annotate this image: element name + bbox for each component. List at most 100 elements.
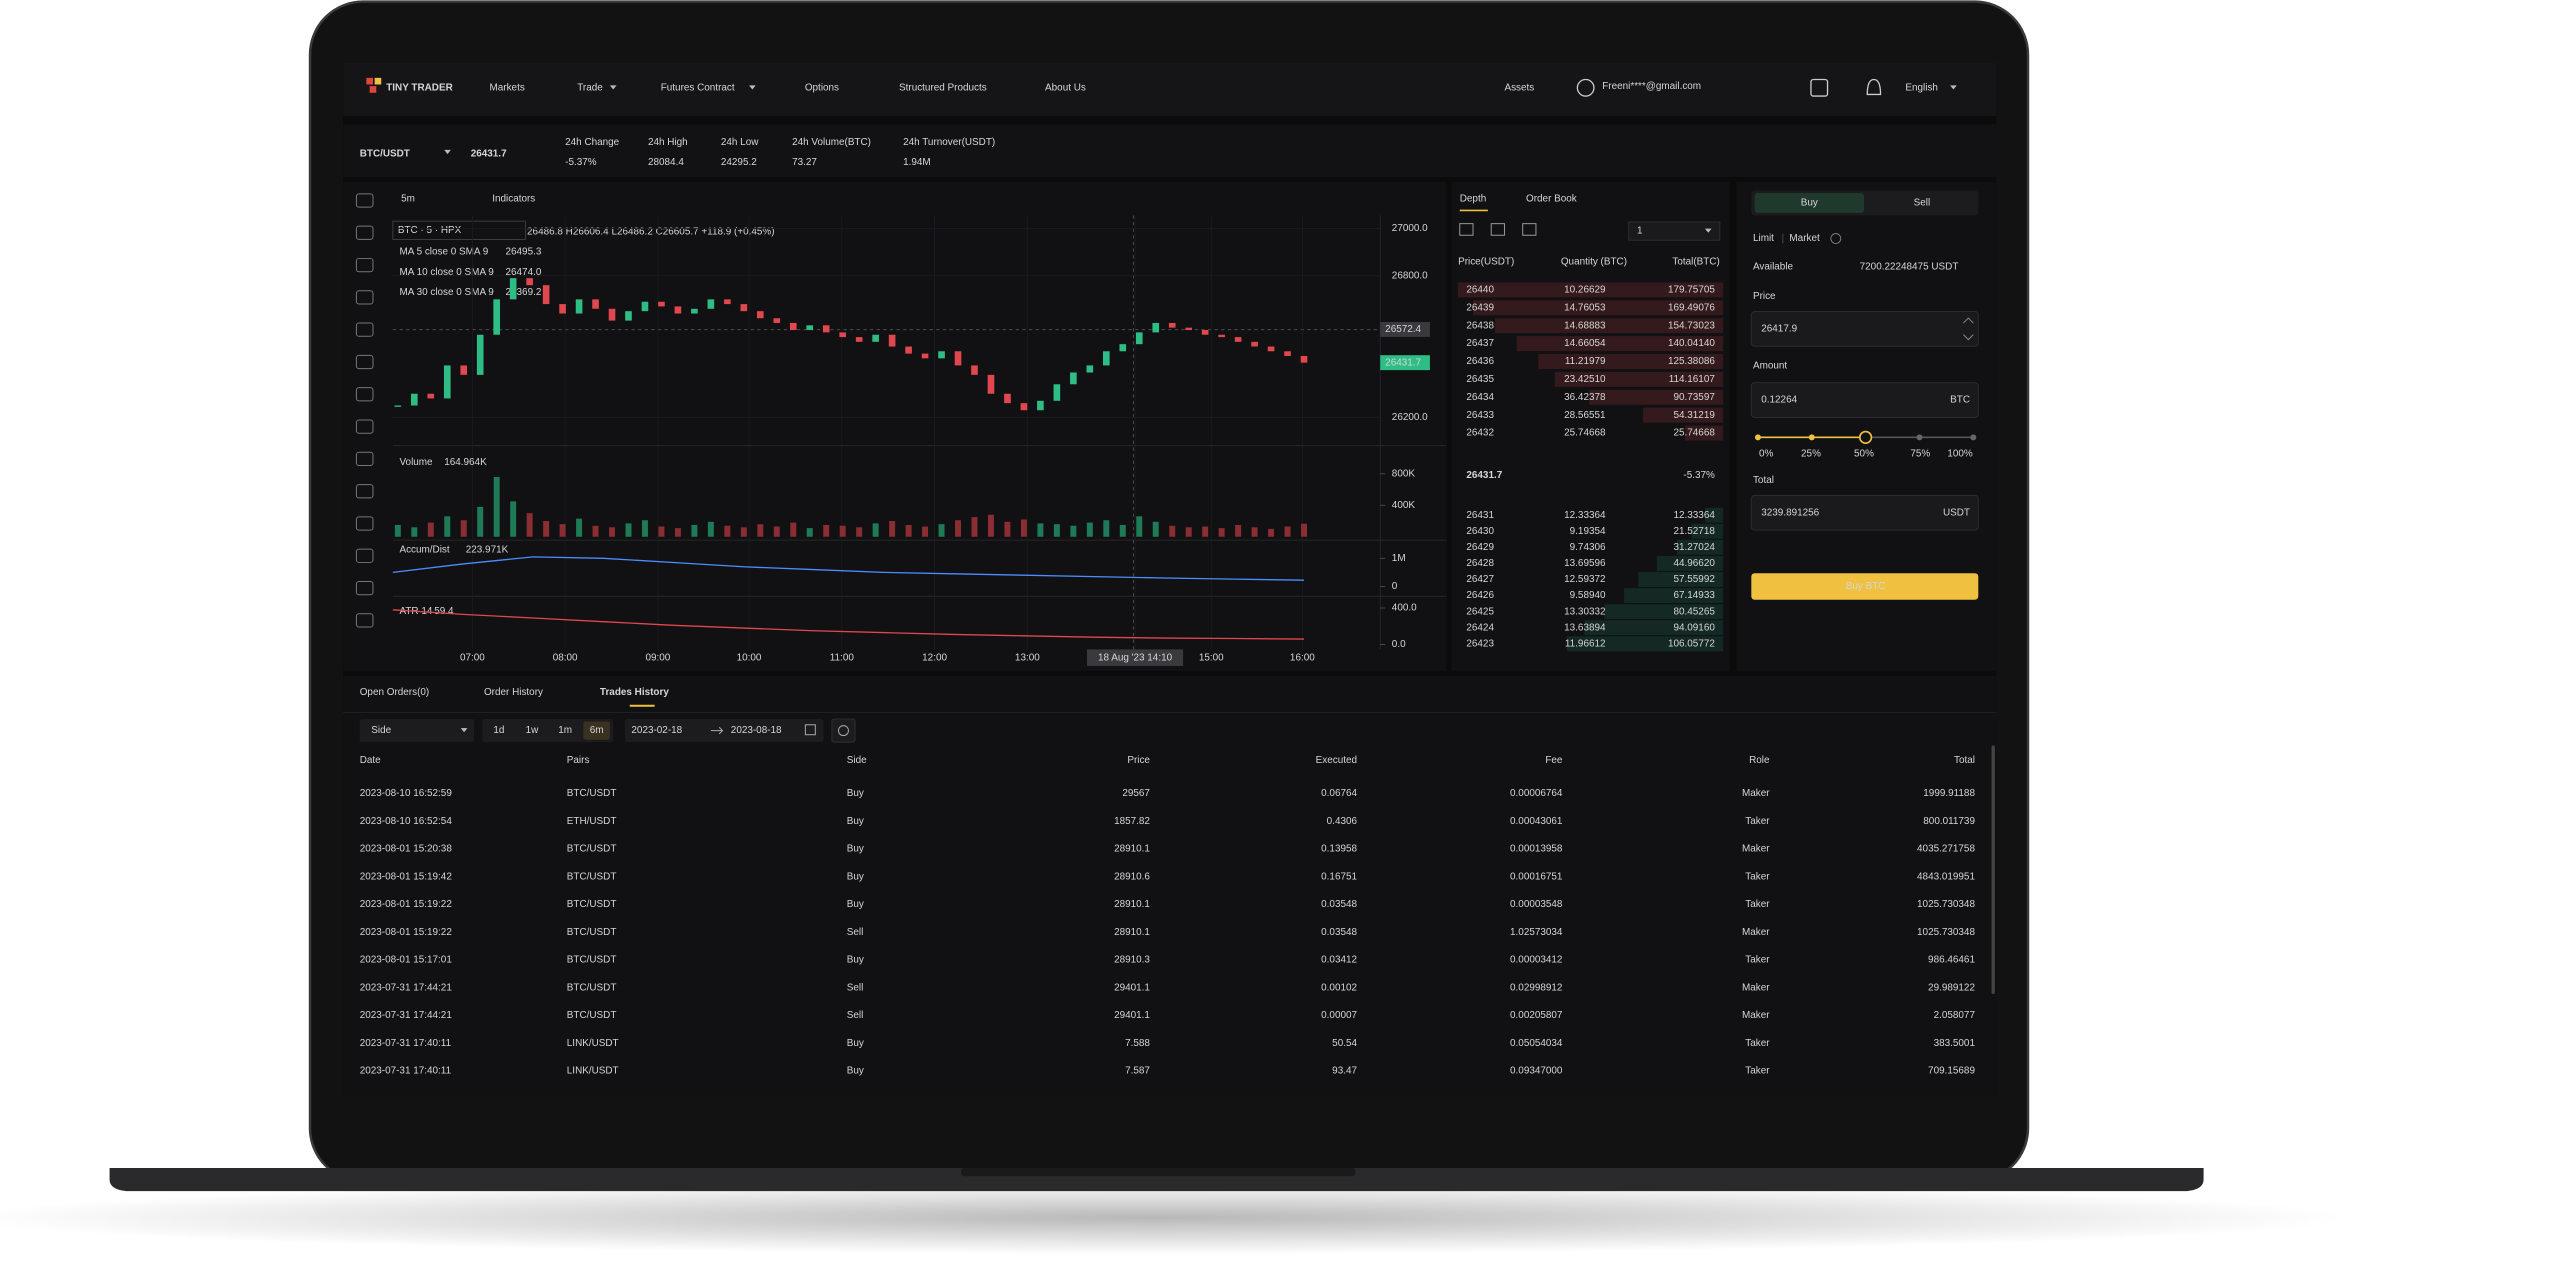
drawing-tool[interactable] [355, 257, 374, 273]
ticker-bar [343, 124, 1997, 178]
ob-tab[interactable]: Depth [1460, 193, 1486, 204]
nav-item[interactable]: Futures Contract [661, 82, 735, 93]
stat-value: -5.37% [565, 157, 597, 168]
depth-bar [1458, 282, 1724, 298]
available-label: Available [1753, 261, 1794, 272]
drawing-tool[interactable] [355, 225, 374, 240]
ob-view-icon[interactable] [1522, 223, 1537, 236]
table-cell: 0.00003548 [1510, 899, 1563, 910]
time-cursor [1086, 649, 1184, 666]
drawing-tool[interactable] [355, 290, 374, 305]
volume-bar [559, 524, 566, 537]
field-label: Total [1753, 475, 1774, 486]
history-tab[interactable]: Trades History [600, 687, 669, 698]
table-cell: Taker [1745, 871, 1770, 882]
drawing-tool[interactable] [355, 322, 374, 337]
order-type[interactable]: Limit [1753, 233, 1774, 244]
depth-bar [1566, 636, 1724, 652]
drawing-tool[interactable] [355, 419, 374, 434]
candle [625, 311, 632, 321]
nav-assets[interactable]: Assets [1504, 82, 1534, 93]
drawing-tool[interactable] [355, 516, 374, 531]
side-buy-label[interactable]: Buy [1801, 198, 1818, 209]
table-cell: 1857.82 [1114, 816, 1150, 827]
table-cell: 7.587 [1125, 1066, 1150, 1077]
time-label: 10:00 [737, 652, 762, 663]
drawing-tool[interactable] [355, 451, 374, 467]
scrollbar[interactable] [1991, 745, 1995, 994]
slider-step[interactable] [1859, 430, 1873, 444]
drawing-tool[interactable] [355, 193, 374, 208]
nav-item[interactable]: About Us [1045, 82, 1086, 93]
slider-step[interactable] [1754, 434, 1761, 441]
date-range[interactable] [624, 718, 824, 743]
ob-tab[interactable]: Order Book [1526, 193, 1577, 204]
bell-icon[interactable] [1866, 78, 1882, 96]
drawing-tool[interactable] [355, 613, 374, 628]
order-type[interactable]: Market [1789, 233, 1820, 244]
symbol-box [392, 220, 526, 240]
candle [987, 374, 995, 394]
ob-view-icon[interactable] [1459, 223, 1474, 236]
range-option[interactable]: 1m [558, 725, 572, 736]
nav-item[interactable]: Trade [577, 82, 603, 93]
precision-select[interactable] [1628, 221, 1721, 241]
volume-bar [691, 524, 698, 537]
spinner[interactable] [1963, 317, 1974, 341]
ob-view-icon[interactable] [1490, 223, 1505, 236]
depth-bar [1638, 572, 1724, 587]
drawing-tool[interactable] [355, 387, 374, 402]
slider-step[interactable] [1916, 434, 1923, 441]
candle [575, 299, 583, 314]
drawing-tool[interactable] [355, 484, 374, 499]
pane-tick-label: 0 [1392, 581, 1398, 592]
submit-button[interactable] [1751, 573, 1979, 600]
ob-price: 26426 [1466, 590, 1494, 601]
refresh-icon [838, 725, 849, 737]
nav-language[interactable]: English [1905, 82, 1938, 93]
date-to: 2023-08-18 [731, 725, 782, 736]
drawing-tool[interactable] [355, 548, 374, 563]
input-box[interactable] [1750, 494, 1979, 531]
download-icon[interactable] [1810, 78, 1829, 97]
nav-item[interactable]: Markets [490, 82, 525, 93]
nav-item[interactable]: Options [805, 82, 839, 93]
side-select[interactable] [359, 718, 475, 743]
ob-total: 80.45265 [1673, 606, 1715, 617]
drawing-tool[interactable] [355, 354, 374, 370]
history-tab[interactable]: Open Orders(0) [360, 687, 429, 698]
side-sell-label[interactable]: Sell [1914, 198, 1931, 209]
table-cell: Maker [1742, 1010, 1770, 1021]
indicators[interactable]: Indicators [492, 193, 535, 204]
depth-bar [1685, 425, 1724, 441]
interval[interactable]: 5m [401, 193, 415, 204]
side-buy[interactable] [1754, 193, 1864, 213]
pane-value: 59.4 [434, 606, 454, 617]
refresh-button[interactable] [831, 718, 856, 743]
nav-item[interactable]: Structured Products [899, 82, 987, 93]
range-option[interactable]: 6m [590, 725, 604, 736]
submit-label[interactable]: Buy BTC [1846, 581, 1886, 592]
pair[interactable]: BTC/USDT [360, 149, 410, 160]
history-tab[interactable]: Order History [484, 687, 543, 698]
slider-label: 50% [1854, 449, 1874, 460]
drawing-tool[interactable] [355, 580, 374, 596]
range-option[interactable]: 1w [526, 725, 540, 736]
nav-email[interactable]: Freeni****@gmail.com [1602, 81, 1701, 92]
table-cell: 0.13958 [1321, 844, 1357, 855]
candle [789, 322, 797, 331]
table-cell: Buy [847, 899, 864, 910]
table-cell: 0.00016751 [1510, 871, 1563, 882]
slider-step[interactable] [1808, 434, 1815, 441]
ob-price: 26437 [1466, 338, 1494, 349]
candle [756, 311, 764, 319]
input-box[interactable] [1750, 382, 1979, 418]
input-box[interactable] [1750, 310, 1979, 347]
table-cell: 0.16751 [1321, 871, 1357, 882]
slider-step[interactable] [1970, 434, 1977, 441]
stat-value: 1.94M [903, 157, 931, 168]
range-option[interactable]: 1d [493, 725, 504, 736]
volume-bar [1251, 527, 1258, 537]
candle [1251, 341, 1258, 347]
volume-bar [724, 525, 731, 537]
